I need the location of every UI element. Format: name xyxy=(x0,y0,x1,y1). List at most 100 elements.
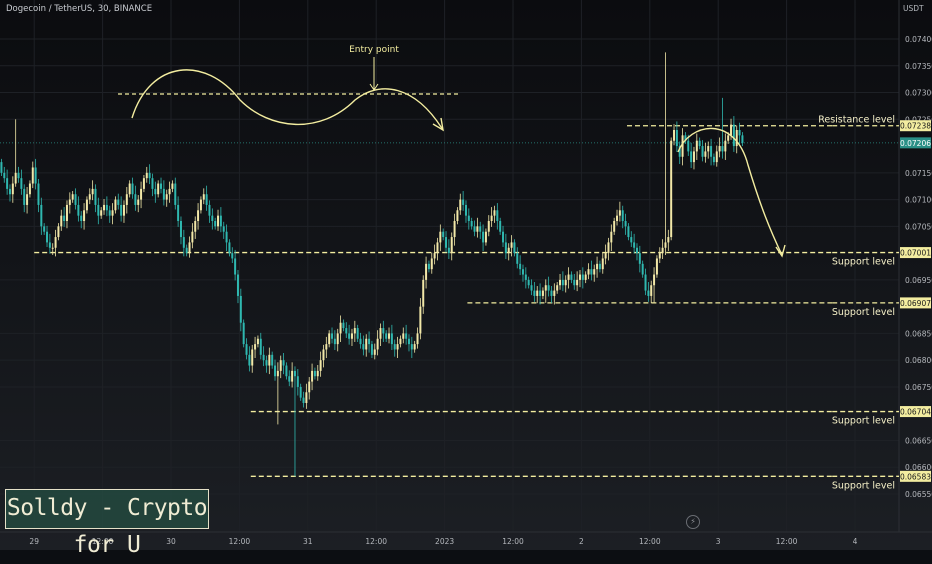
candle-body[interactable] xyxy=(137,199,140,205)
candle-body[interactable] xyxy=(125,194,128,205)
candle-body[interactable] xyxy=(647,290,650,296)
candle-body[interactable] xyxy=(695,140,698,152)
candle-body[interactable] xyxy=(379,328,382,339)
candle-body[interactable] xyxy=(148,172,151,179)
candle-body[interactable] xyxy=(274,365,277,377)
candle-body[interactable] xyxy=(587,269,590,275)
candle-body[interactable] xyxy=(507,247,510,254)
candle-body[interactable] xyxy=(339,322,342,334)
candle-body[interactable] xyxy=(684,135,687,141)
candle-body[interactable] xyxy=(179,221,182,238)
candle-body[interactable] xyxy=(225,231,228,243)
candle-body[interactable] xyxy=(151,178,154,189)
candle-body[interactable] xyxy=(584,274,587,280)
candle-body[interactable] xyxy=(120,204,123,216)
candle-body[interactable] xyxy=(296,376,299,387)
candle-body[interactable] xyxy=(581,274,584,280)
candle-body[interactable] xyxy=(276,370,279,377)
candle-body[interactable] xyxy=(182,237,185,248)
candle-body[interactable] xyxy=(131,183,134,195)
candle-body[interactable] xyxy=(593,269,596,275)
candle-body[interactable] xyxy=(34,167,37,184)
candle-body[interactable] xyxy=(450,237,453,254)
candle-body[interactable] xyxy=(570,274,573,280)
candle-body[interactable] xyxy=(211,215,214,221)
candle-body[interactable] xyxy=(496,210,499,221)
candle-body[interactable] xyxy=(105,204,108,211)
candle-body[interactable] xyxy=(678,146,681,157)
candle-body[interactable] xyxy=(407,338,410,345)
candle-body[interactable] xyxy=(442,231,445,238)
candle-body[interactable] xyxy=(385,333,388,339)
candle-body[interactable] xyxy=(436,242,439,254)
candle-body[interactable] xyxy=(242,322,245,345)
candle-body[interactable] xyxy=(499,221,502,232)
candle-body[interactable] xyxy=(370,344,373,355)
candle-body[interactable] xyxy=(644,274,647,291)
candle-body[interactable] xyxy=(26,194,29,205)
candle-body[interactable] xyxy=(128,183,131,195)
candle-body[interactable] xyxy=(214,221,217,227)
candle-body[interactable] xyxy=(353,328,356,334)
candle-body[interactable] xyxy=(445,237,448,248)
candle-body[interactable] xyxy=(718,146,721,152)
candle-body[interactable] xyxy=(356,328,359,339)
candle-body[interactable] xyxy=(345,328,348,334)
candle-body[interactable] xyxy=(732,124,735,147)
candle-body[interactable] xyxy=(197,210,200,221)
candle-body[interactable] xyxy=(621,210,624,221)
candle-body[interactable] xyxy=(265,360,268,366)
candle-body[interactable] xyxy=(40,204,43,227)
candle-body[interactable] xyxy=(319,360,322,371)
candle-body[interactable] xyxy=(715,151,718,163)
candle-body[interactable] xyxy=(521,269,524,275)
candle-body[interactable] xyxy=(8,188,11,195)
candle-body[interactable] xyxy=(390,333,393,345)
candle-body[interactable] xyxy=(68,199,71,205)
candle-body[interactable] xyxy=(473,226,476,232)
candle-body[interactable] xyxy=(54,237,57,248)
candle-body[interactable] xyxy=(100,210,103,216)
candle-body[interactable] xyxy=(536,290,539,296)
candle-body[interactable] xyxy=(698,140,701,147)
candle-body[interactable] xyxy=(661,247,664,254)
candle-body[interactable] xyxy=(533,290,536,296)
candle-body[interactable] xyxy=(342,322,345,329)
candle-body[interactable] xyxy=(251,349,254,366)
candle-body[interactable] xyxy=(57,226,60,238)
candle-body[interactable] xyxy=(544,285,547,291)
candle-body[interactable] xyxy=(17,172,20,179)
candle-body[interactable] xyxy=(165,194,168,200)
candle-body[interactable] xyxy=(667,237,670,243)
candle-body[interactable] xyxy=(373,349,376,355)
candle-body[interactable] xyxy=(23,188,26,205)
candle-body[interactable] xyxy=(530,285,533,291)
candle-body[interactable] xyxy=(333,338,336,345)
candle-body[interactable] xyxy=(541,290,544,296)
candle-body[interactable] xyxy=(117,199,120,205)
candle-body[interactable] xyxy=(513,242,516,254)
candle-body[interactable] xyxy=(302,397,305,403)
candle-body[interactable] xyxy=(439,231,442,243)
candle-body[interactable] xyxy=(145,172,148,179)
candle-body[interactable] xyxy=(410,344,413,350)
candle-body[interactable] xyxy=(308,381,311,393)
candle-body[interactable] xyxy=(48,242,51,248)
candle-body[interactable] xyxy=(692,151,695,163)
candle-body[interactable] xyxy=(433,253,436,259)
candle-body[interactable] xyxy=(504,242,507,254)
candle-body[interactable] xyxy=(37,183,40,205)
candle-body[interactable] xyxy=(655,258,658,275)
candle-body[interactable] xyxy=(567,274,570,280)
candle-body[interactable] xyxy=(177,204,180,221)
candle-body[interactable] xyxy=(382,328,385,334)
candle-body[interactable] xyxy=(122,204,125,216)
candle-body[interactable] xyxy=(103,204,106,211)
candle-body[interactable] xyxy=(325,344,328,350)
candle-body[interactable] xyxy=(487,221,490,232)
candle-body[interactable] xyxy=(638,253,641,264)
candle-body[interactable] xyxy=(205,194,208,205)
candle-body[interactable] xyxy=(0,162,3,173)
candle-body[interactable] xyxy=(604,253,607,259)
candle-body[interactable] xyxy=(502,231,505,243)
